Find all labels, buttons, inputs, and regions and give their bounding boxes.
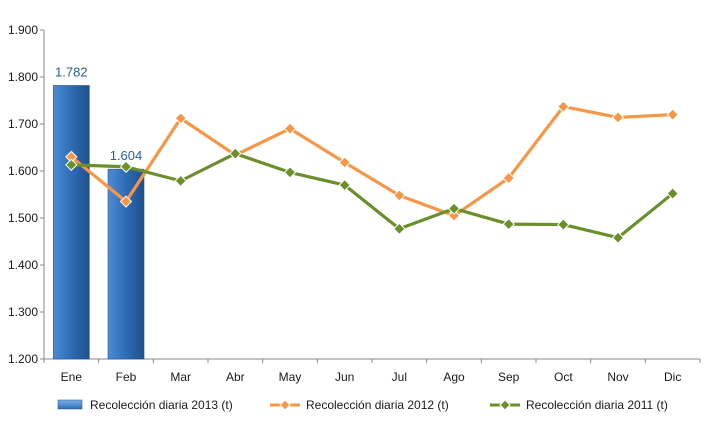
data-point bbox=[119, 195, 133, 208]
data-point bbox=[393, 222, 406, 236]
data-point bbox=[283, 166, 297, 179]
x-tick-label: Oct bbox=[554, 370, 573, 384]
bar-data-label: 1.782 bbox=[55, 64, 88, 79]
legend-marker bbox=[499, 399, 511, 411]
legend-label: Recolección diaria 2012 (t) bbox=[306, 398, 449, 412]
data-point bbox=[283, 122, 297, 135]
line-series bbox=[65, 100, 679, 244]
data-point bbox=[666, 108, 679, 121]
x-tick-label: Mar bbox=[170, 370, 191, 384]
data-point bbox=[502, 217, 515, 231]
data-point bbox=[174, 112, 187, 125]
data-point bbox=[447, 209, 461, 222]
data-point bbox=[119, 160, 133, 173]
bar-series bbox=[53, 85, 145, 360]
y-tick-label: 1.200 bbox=[8, 352, 38, 366]
data-point bbox=[557, 100, 570, 113]
legend-label: Recolección diaria 2013 (t) bbox=[90, 398, 233, 412]
data-point bbox=[65, 158, 78, 172]
data-point bbox=[502, 171, 515, 185]
series-line bbox=[71, 152, 674, 240]
data-point bbox=[338, 178, 351, 192]
x-tick-label: Ene bbox=[61, 370, 83, 384]
series-line bbox=[70, 105, 673, 218]
x-tick-label: Feb bbox=[116, 370, 137, 384]
y-tick-label: 1.900 bbox=[8, 23, 38, 37]
y-tick-label: 1.500 bbox=[8, 211, 38, 225]
data-point bbox=[557, 218, 570, 231]
y-tick-label: 1.400 bbox=[8, 258, 38, 272]
legend-marker bbox=[279, 399, 291, 411]
data-point bbox=[338, 156, 351, 169]
data-labels: 1.782 1.604 bbox=[55, 64, 142, 163]
x-tick-label: Jul bbox=[392, 370, 407, 384]
y-tick-label: 1.300 bbox=[8, 305, 38, 319]
data-point bbox=[229, 147, 242, 160]
data-point bbox=[611, 111, 625, 124]
legend-swatch bbox=[57, 399, 83, 410]
y-tick-label: 1.600 bbox=[8, 164, 38, 178]
x-tick-label: Dic bbox=[664, 370, 681, 384]
x-tick-label: Ago bbox=[443, 370, 465, 384]
x-tick-label: Jun bbox=[335, 370, 354, 384]
x-tick-label: Abr bbox=[226, 370, 245, 384]
legend-label: Recolección diaria 2011 (t) bbox=[526, 398, 668, 412]
y-tick-label: 1.800 bbox=[8, 70, 38, 84]
data-point bbox=[393, 189, 406, 202]
y-tick-label: 1.700 bbox=[8, 117, 38, 131]
data-point bbox=[666, 187, 679, 200]
bar-data-label: 1.604 bbox=[110, 148, 143, 163]
x-tick-label: Sep bbox=[498, 370, 520, 384]
x-tick-label: Nov bbox=[607, 370, 628, 384]
axes: 1.200 1.300 1.400 1.500 1.600 1.700 1.800 1.900… bbox=[8, 23, 701, 384]
x-tick-label: May bbox=[279, 370, 302, 384]
data-point bbox=[611, 231, 625, 244]
data-point bbox=[447, 202, 461, 215]
data-point bbox=[174, 174, 187, 188]
legend: Recolección diaria 2013 (t) Recolección d… bbox=[57, 398, 668, 412]
bar bbox=[53, 85, 90, 360]
